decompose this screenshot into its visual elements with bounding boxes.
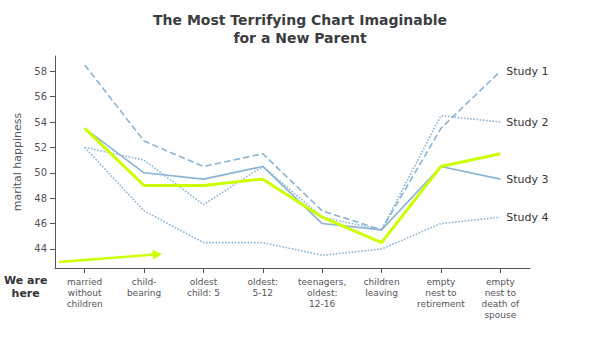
svg-text:married: married (67, 277, 102, 287)
svg-text:5-12: 5-12 (253, 288, 273, 298)
svg-text:here: here (12, 287, 40, 300)
svg-text:oldest:: oldest: (307, 288, 338, 298)
svg-text:Study 3: Study 3 (506, 173, 548, 186)
svg-text:12-16: 12-16 (309, 299, 335, 309)
svg-text:spouse: spouse (484, 310, 516, 320)
svg-text:The Most Terrifying Chart Imag: The Most Terrifying Chart Imaginable (153, 12, 447, 28)
svg-text:leaving: leaving (365, 288, 398, 298)
svg-text:child: 5: child: 5 (187, 288, 220, 298)
svg-text:empty: empty (486, 277, 516, 287)
svg-text:children: children (364, 277, 400, 287)
svg-text:We are: We are (4, 274, 47, 287)
svg-text:58: 58 (34, 66, 47, 77)
svg-text:nest to: nest to (425, 288, 457, 298)
svg-text:56: 56 (34, 91, 47, 102)
svg-text:46: 46 (34, 218, 47, 229)
svg-text:teenagers,: teenagers, (298, 277, 346, 287)
svg-text:50: 50 (34, 167, 47, 178)
svg-text:Study 2: Study 2 (506, 116, 548, 129)
svg-text:death of: death of (482, 299, 520, 309)
svg-text:retirement: retirement (417, 299, 465, 309)
svg-text:Study 1: Study 1 (506, 65, 548, 78)
svg-text:Study 4: Study 4 (506, 211, 548, 224)
svg-text:44: 44 (34, 243, 47, 254)
svg-text:child-: child- (132, 277, 157, 287)
svg-text:children: children (67, 299, 103, 309)
svg-text:54: 54 (34, 117, 47, 128)
svg-text:nest to: nest to (485, 288, 517, 298)
svg-text:marital happiness: marital happiness (11, 112, 24, 211)
svg-text:bearing: bearing (127, 288, 161, 298)
svg-text:for a New Parent: for a New Parent (233, 30, 367, 46)
svg-text:without: without (68, 288, 102, 298)
svg-text:oldest: oldest (190, 277, 218, 287)
svg-text:empty: empty (427, 277, 457, 287)
svg-text:48: 48 (34, 193, 47, 204)
svg-text:oldest:: oldest: (248, 277, 279, 287)
svg-text:52: 52 (34, 142, 47, 153)
